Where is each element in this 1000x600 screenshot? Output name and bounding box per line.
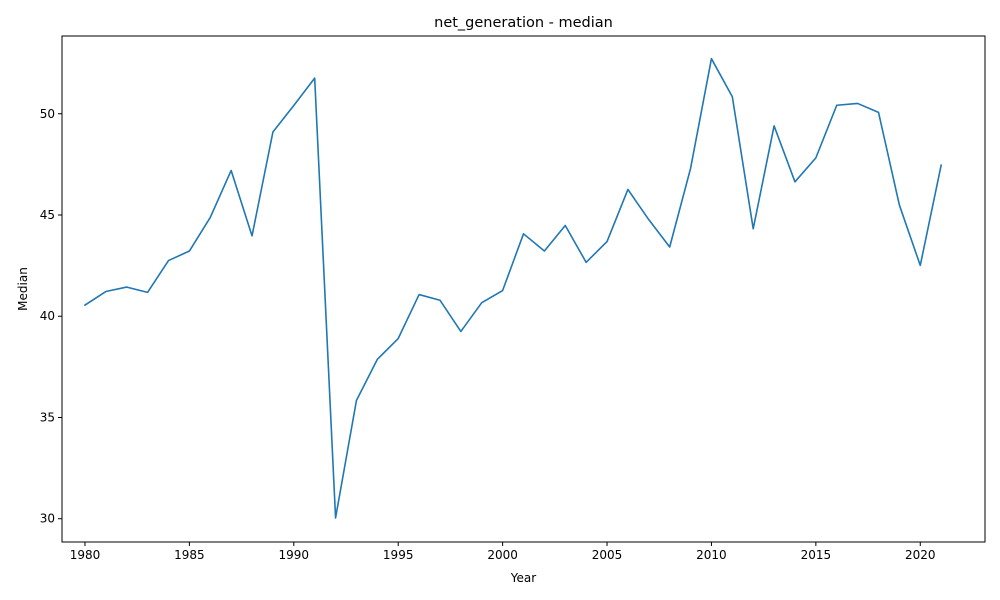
y-tick-label: 40: [40, 309, 55, 323]
x-tick-label: 2010: [696, 548, 727, 562]
series-layer: [83, 57, 943, 519]
x-tick-label: 1980: [70, 548, 101, 562]
x-tick-label: 2020: [905, 548, 936, 562]
y-axis-label: Median: [16, 267, 30, 311]
chart-title: net_generation - median: [434, 15, 613, 31]
y-axis: 30 35 40 45 50: [40, 107, 62, 526]
x-tick-label: 2015: [801, 548, 832, 562]
x-axis-label: Year: [510, 571, 536, 585]
x-axis: 1980 1985 1990 1995 2000 2005 2010 2015 2020: [70, 542, 936, 562]
y-tick-label: 35: [40, 410, 55, 424]
plot-area-frame: [61, 35, 986, 543]
x-tick-label: 2005: [592, 548, 623, 562]
y-tick-label: 50: [40, 107, 55, 121]
x-tick-label: 1985: [174, 548, 205, 562]
x-tick-label: 1990: [279, 548, 310, 562]
series-line-0: [83, 57, 943, 519]
x-tick-label: 2000: [487, 548, 518, 562]
y-tick-label: 45: [40, 208, 55, 222]
y-tick-label: 30: [40, 512, 55, 526]
x-tick-label: 1995: [383, 548, 414, 562]
